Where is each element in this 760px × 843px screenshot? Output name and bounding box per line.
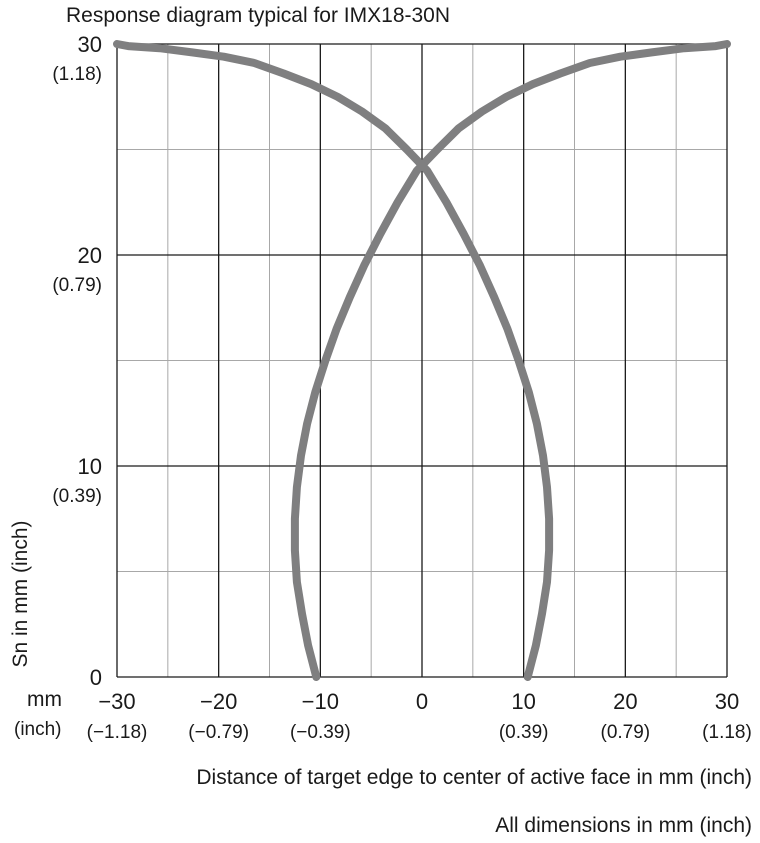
x-tick-sublabel: (−1.18): [87, 722, 148, 743]
response-curve-1: [290, 40, 731, 681]
y-tick-sublabel: (1.18): [52, 64, 102, 85]
x-tick-label: 20: [613, 689, 637, 714]
x-tick-label: 30: [715, 689, 739, 714]
x-tick-sublabel: (−0.39): [290, 722, 351, 743]
x-tick-sublabel: (0.79): [601, 722, 651, 743]
dimensions-note: All dimensions in mm (inch): [495, 814, 752, 837]
y-tick-label: 20: [78, 243, 102, 268]
x-unit-label-inch: (inch): [14, 719, 62, 740]
chart-title: Response diagram typical for IMX18-30N: [66, 4, 451, 27]
y-tick-label: 0: [90, 665, 102, 690]
x-tick-label: 0: [416, 689, 428, 714]
y-tick-label: 10: [78, 454, 102, 479]
y-tick-sublabel: (0.79): [52, 275, 102, 296]
x-tick-sublabel: (1.18): [702, 722, 752, 743]
y-tick-sublabel: (0.39): [52, 486, 102, 507]
response-curve-2: [113, 40, 554, 681]
x-tick-label: −30: [98, 689, 135, 714]
x-tick-label: −20: [200, 689, 237, 714]
x-tick-label: 10: [511, 689, 535, 714]
x-axis-label: Distance of target edge to center of act…: [196, 766, 752, 789]
x-tick-label: −10: [302, 689, 339, 714]
x-unit-label-mm: mm: [27, 688, 62, 711]
x-tick-sublabel: (0.39): [499, 722, 549, 743]
y-tick-label: 30: [78, 32, 102, 57]
x-tick-sublabel: (−0.79): [188, 722, 249, 743]
